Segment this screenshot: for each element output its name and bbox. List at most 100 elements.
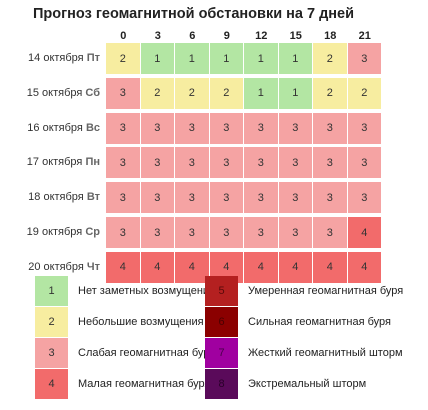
heatmap-cell: 2 [313,43,347,74]
legend-swatch: 2 [35,307,68,337]
heatmap-cell: 3 [313,147,347,179]
day-of-week: Вс [85,121,100,134]
heatmap-cell: 3 [347,182,381,214]
heatmap-cell: 3 [244,217,278,248]
hour-tick-label: 18 [324,30,337,42]
chart-title: Прогноз геомагнитной обстановки на 7 дне… [33,6,355,22]
heatmap-cell: 2 [140,77,174,109]
day-of-week: Пт [86,52,100,64]
day-label: 18 октября Вт [0,182,100,213]
hour-tick-label: 15 [289,30,302,42]
heatmap-cell: 3 [209,147,243,179]
legend-label: Небольшие возмущения [78,316,204,328]
day-of-week: Чт [86,260,100,273]
heatmap-cell: 1 [140,43,174,74]
heatmap-cell: 4 [313,251,347,283]
heatmap-cell: 3 [106,147,140,179]
hour-tick-label: 12 [255,30,268,42]
heatmap-cell: 3 [175,112,209,144]
legend-label: Малая геомагнитная буря [78,378,211,390]
heatmap-cell: 1 [244,77,278,109]
heatmap-cell: 4 [347,251,381,283]
hour-axis: 0 3 6 9 12 15 18 21 [106,30,382,42]
hour-tick-label: 3 [154,30,161,42]
legend-label: Экстремальный шторм [248,378,367,390]
legend-item: 8 Экстремальный шторм [205,369,367,399]
day-of-week: Вт [86,191,100,204]
heatmap-cell: 2 [313,77,347,109]
legend-item: 4 Малая геомагнитная буря [35,369,211,399]
heatmap-cell: 2 [209,77,243,109]
heatmap-cell: 3 [278,182,312,214]
hour-tick-label: 9 [223,30,230,42]
heatmap-cell: 3 [106,182,140,214]
heatmap-cell: 3 [140,182,174,214]
heatmap-cell: 3 [313,217,347,248]
hour-tick-label: 6 [189,30,196,42]
heatmap-cell: 4 [175,251,209,283]
day-of-week: Пн [85,156,100,169]
heatmap-cell: 3 [244,147,278,179]
legend-item: 1 Нет заметных возмущений [35,276,216,306]
heatmap-cell: 3 [244,112,278,144]
heatmap-cell: 3 [278,112,312,144]
heatmap-cell: 4 [278,251,312,283]
heatmap-cell: 3 [313,182,347,214]
heatmap-cell: 3 [106,217,140,248]
heatmap-cell: 4 [106,251,140,283]
heatmap-cell: 3 [106,112,140,144]
day-label: 19 октября Ср [0,217,100,248]
legend-item: 3 Слабая геомагнитная буря [35,338,215,368]
legend-item: 6 Сильная геомагнитная буря [205,307,391,337]
day-of-week: Сб [85,86,100,99]
heatmap-cell: 3 [175,147,209,179]
day-label: 15 октября Сб [0,78,100,109]
heatmap-cell: 1 [278,77,312,109]
heatmap-cell: 3 [209,217,243,248]
heatmap-cell: 3 [140,112,174,144]
heatmap-cell: 4 [244,251,278,283]
heatmap-cell: 1 [244,43,278,74]
day-date: 19 октября [26,226,83,238]
day-label: 14 октября Пт [0,43,100,74]
heatmap-cell: 2 [106,43,140,74]
heatmap-cell: 3 [175,217,209,248]
heatmap-cell: 3 [278,147,312,179]
legend-item: 7 Жесткий геомагнитный шторм [205,338,403,368]
legend-swatch: 1 [35,276,68,306]
heatmap-cell: 3 [347,147,381,179]
legend-swatch: 7 [205,338,238,368]
legend-label: Умеренная геомагнитная буря [248,285,404,297]
heatmap-cell: 3 [313,112,347,144]
heatmap-cell: 3 [244,182,278,214]
legend-label: Нет заметных возмущений [78,285,216,297]
legend-label: Жесткий геомагнитный шторм [248,347,403,359]
heatmap-cell: 3 [347,43,381,74]
hour-tick-label: 21 [358,30,371,42]
heatmap-cell: 3 [140,147,174,179]
day-label: 20 октября Чт [0,252,100,283]
heatmap-cell: 3 [209,112,243,144]
legend-swatch: 3 [35,338,68,368]
legend-swatch: 8 [205,369,238,399]
day-label: 17 октября Пн [0,147,100,178]
legend-item: 5 Умеренная геомагнитная буря [205,276,404,306]
day-date: 14 октября [28,52,84,64]
legend-item: 2 Небольшие возмущения [35,307,204,337]
day-date: 20 октября [28,260,84,273]
legend-swatch: 4 [35,369,68,399]
heatmap-cell: 3 [140,217,174,248]
day-date: 15 октября [26,86,83,99]
day-of-week: Ср [85,226,100,238]
day-date: 18 октября [28,191,84,204]
heatmap-cell: 2 [347,77,381,109]
day-date: 17 октября [26,156,83,169]
heatmap-cell: 1 [278,43,312,74]
heatmap-cell: 3 [175,182,209,214]
